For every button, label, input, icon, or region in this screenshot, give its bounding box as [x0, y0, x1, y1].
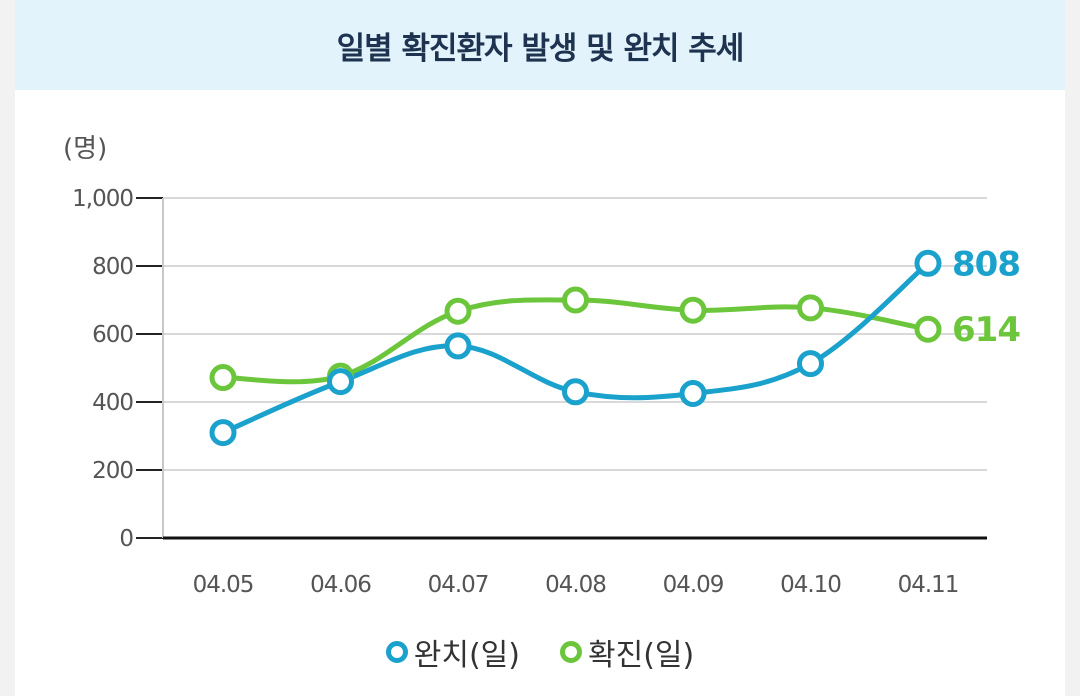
data-point-confirmed [679, 296, 707, 324]
end-value-label-confirmed: 614 [952, 310, 1020, 350]
end-value-label-recovered: 808 [952, 244, 1020, 284]
data-point-confirmed [914, 315, 942, 343]
x-tick-label: 04.05 [193, 572, 254, 598]
y-tick-label: 600 [92, 322, 133, 348]
chart-title: 일별 확진환자 발생 및 완치 추세 [336, 30, 745, 67]
data-point-confirmed [797, 294, 824, 322]
x-tick-label: 04.10 [780, 572, 841, 598]
data-point-confirmed [444, 297, 472, 325]
legend-label-recovered: 완치(일) [413, 638, 520, 673]
x-tick-label: 04.07 [428, 572, 489, 598]
data-point-confirmed [562, 286, 589, 314]
y-tick-label: 800 [92, 254, 133, 280]
legend-item-confirmed: 확진(일) [560, 630, 694, 674]
data-point-recovered [797, 350, 824, 378]
y-axis-unit-label: (명) [63, 134, 107, 164]
y-tick-label: 400 [92, 390, 133, 416]
data-point-recovered [562, 378, 589, 406]
legend-label-confirmed: 확진(일) [588, 638, 695, 673]
x-tick-label: 04.08 [545, 572, 606, 598]
data-point-recovered [444, 332, 472, 360]
x-tick-label: 04.06 [310, 572, 371, 598]
chart-header: 일별 확진환자 발생 및 완치 추세 [15, 0, 1065, 90]
chart-legend: 완치(일) 확진(일) [0, 630, 1080, 674]
data-point-confirmed [209, 364, 237, 392]
x-tick-label: 04.11 [898, 572, 959, 598]
data-point-recovered [327, 368, 354, 396]
legend-marker-recovered-icon [385, 641, 408, 663]
data-point-recovered [914, 249, 942, 277]
y-tick-label: 200 [92, 458, 133, 484]
y-tick-label: 1,000 [72, 186, 133, 212]
legend-marker-confirmed-icon [560, 641, 582, 663]
data-point-recovered [679, 380, 707, 407]
y-tick-label: 0 [119, 526, 133, 552]
legend-item-recovered: 완치(일) [385, 630, 520, 674]
chart-panel [15, 0, 1065, 696]
data-point-recovered [209, 419, 237, 447]
x-tick-label: 04.09 [663, 572, 724, 598]
